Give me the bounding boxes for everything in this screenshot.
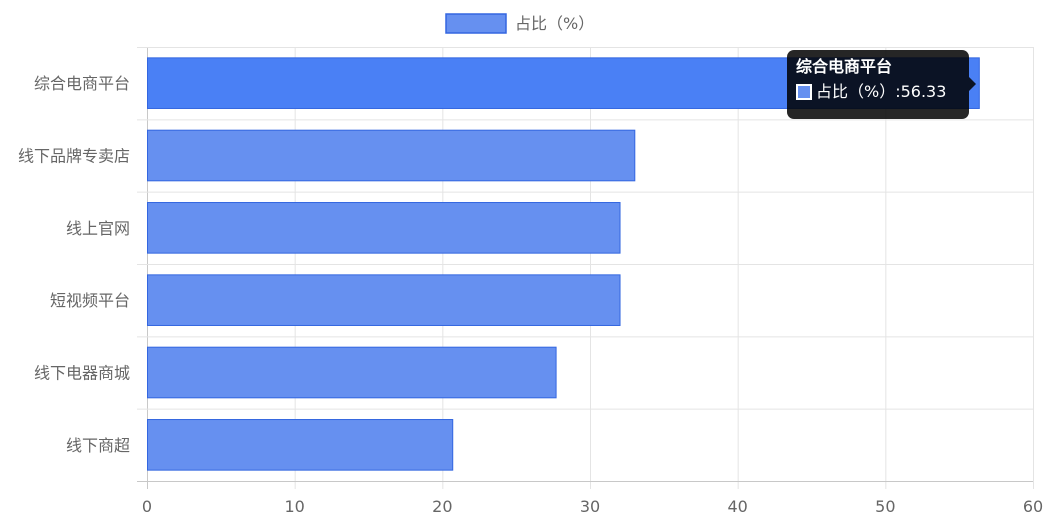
legend-swatch[interactable] (445, 13, 507, 34)
bar[interactable] (147, 346, 557, 399)
bar[interactable] (147, 129, 636, 182)
x-tick-label: 50 (875, 497, 895, 516)
x-tick-label: 40 (727, 497, 747, 516)
bar[interactable] (147, 202, 621, 254)
x-axis-labels: 0 10 20 30 40 50 60 (142, 497, 1043, 516)
y-tick-label: 线下电器商城 (34, 364, 130, 383)
legend[interactable]: 占比（%） (445, 13, 594, 34)
tooltip-series-label: 占比（%） (816, 82, 896, 101)
tooltip-row: 占比（%） : 56.33 (796, 82, 960, 102)
tooltip-title: 综合电商平台 (796, 57, 893, 76)
x-tick-label: 0 (142, 497, 152, 516)
grid-lines (137, 47, 1034, 489)
tooltip: 综合电商平台 占比（%） : 56.33 (787, 50, 976, 119)
y-tick-label: 综合电商平台 (34, 74, 130, 93)
x-tick-label: 60 (1023, 497, 1043, 516)
tooltip-swatch (796, 84, 812, 100)
tooltip-value: 56.33 (900, 82, 947, 101)
y-tick-label: 线下品牌专卖店 (18, 147, 130, 166)
bar[interactable] (147, 419, 454, 471)
y-tick-label: 线上官网 (66, 219, 130, 238)
x-tick-label: 10 (284, 497, 304, 516)
x-tick-label: 20 (432, 497, 452, 516)
bar[interactable] (147, 274, 621, 326)
tooltip-separator: : (895, 82, 901, 101)
x-tick-label: 30 (580, 497, 600, 516)
y-tick-label: 短视频平台 (50, 291, 130, 310)
y-tick-label: 线下商超 (66, 436, 130, 455)
legend-label[interactable]: 占比（%） (515, 14, 594, 33)
